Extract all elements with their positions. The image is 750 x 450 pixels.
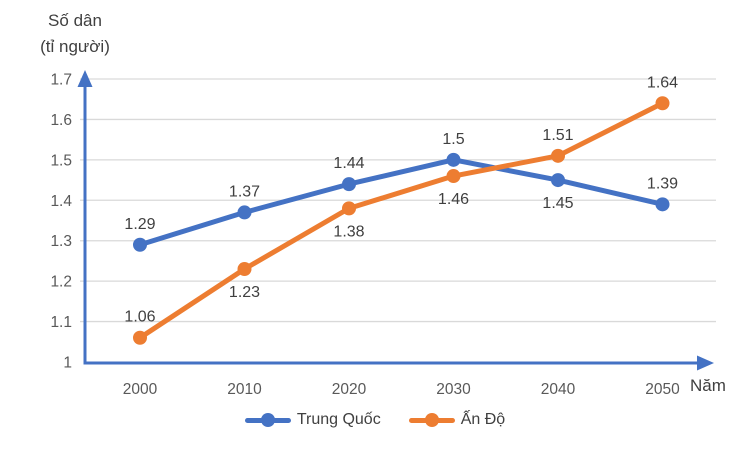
y-axis-title: Số dân (tỉ người) <box>14 8 136 60</box>
data-point-marker <box>655 96 670 111</box>
data-point-label: 1.46 <box>438 191 469 208</box>
data-point-marker <box>342 177 356 192</box>
x-tick-label: 2020 <box>332 381 367 398</box>
data-point-marker <box>446 169 461 184</box>
data-point-marker <box>237 205 252 220</box>
data-point-label: 1.5 <box>442 131 464 148</box>
y-tick-label: 1.4 <box>50 193 72 210</box>
data-point-label: 1.39 <box>647 175 678 192</box>
data-point-label: 1.51 <box>542 127 573 144</box>
data-point-marker <box>551 173 565 188</box>
y-tick-label: 1.1 <box>50 314 72 331</box>
data-point-marker <box>133 330 147 345</box>
legend-line-marker-icon <box>244 413 291 427</box>
data-point-marker <box>655 197 670 212</box>
y-tick-label: 1.5 <box>50 152 72 169</box>
legend-label-trung-quoc: Trung Quốc <box>296 411 381 428</box>
x-tick-label: 2010 <box>227 381 262 398</box>
chart-legend: Trung Quốc Ấn Độ <box>0 409 750 431</box>
legend-line-marker-icon <box>408 413 455 427</box>
data-point-marker <box>237 262 252 277</box>
data-point-label: 1.38 <box>333 223 364 240</box>
y-tick-label: 1 <box>63 355 72 372</box>
y-axis-title-line2: (tỉ người) <box>40 37 110 56</box>
legend-item-trung-quoc: Trung Quốc <box>244 411 381 429</box>
data-point-label: 1.23 <box>229 284 260 301</box>
series-line-1 <box>137 157 665 248</box>
legend-item-an-do: Ấn Độ <box>408 411 506 429</box>
data-point-label: 1.37 <box>229 183 260 200</box>
x-axis-arrow-icon <box>697 355 714 371</box>
data-point-marker <box>551 148 565 163</box>
data-point-label: 1.44 <box>333 155 364 172</box>
y-axis-title-line1: Số dân <box>48 11 102 30</box>
data-point-label: 1.29 <box>124 216 155 233</box>
y-axis-arrow-icon <box>77 70 93 87</box>
series-line-2 <box>137 100 665 341</box>
data-point-label: 1.06 <box>124 309 155 326</box>
x-tick-label: 2050 <box>645 381 680 398</box>
data-point-label: 1.64 <box>647 74 678 91</box>
data-point-marker <box>342 201 356 216</box>
x-tick-label: 2040 <box>541 381 576 398</box>
x-axis-title: Năm <box>690 376 726 395</box>
legend-label-an-do: Ấn Độ <box>460 411 506 428</box>
y-tick-label: 1.7 <box>50 72 72 89</box>
x-tick-label: 2030 <box>436 381 471 398</box>
data-point-marker <box>133 237 147 252</box>
data-point-label: 1.45 <box>542 195 573 212</box>
data-point-marker <box>446 152 461 167</box>
y-tick-label: 1.6 <box>50 112 72 129</box>
y-tick-label: 1.3 <box>50 233 72 250</box>
x-tick-label: 2000 <box>123 381 158 398</box>
y-tick-label: 1.2 <box>50 274 72 291</box>
